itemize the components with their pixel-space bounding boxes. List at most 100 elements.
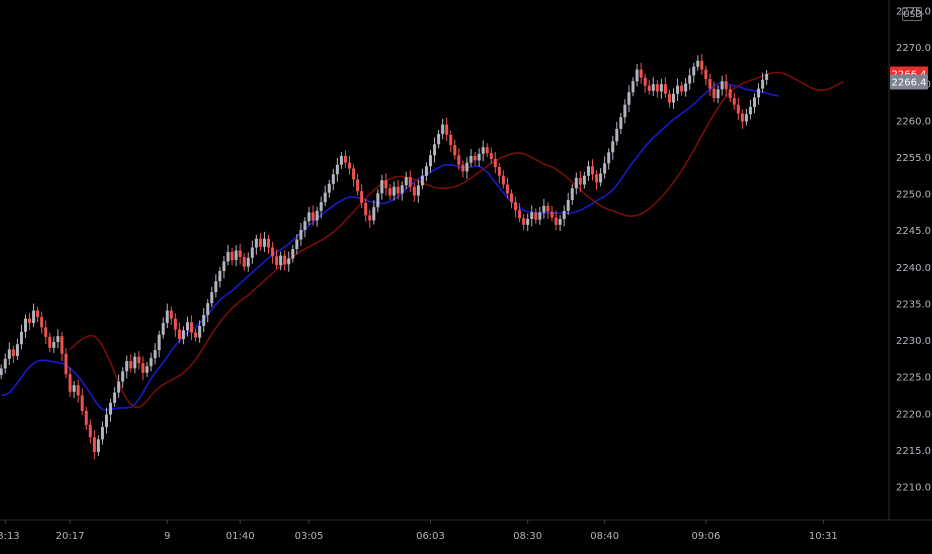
candle-up (72, 381, 76, 399)
candle-up (607, 148, 611, 170)
candle-up (161, 317, 165, 339)
candle-up (720, 75, 724, 96)
price-tick-label: 2225.0 (896, 373, 931, 384)
candle-down (364, 198, 368, 222)
candle-up (145, 362, 149, 377)
candle-up (3, 353, 7, 374)
candle-down (343, 150, 347, 168)
candle-up (295, 234, 299, 255)
candle-down (700, 53, 704, 75)
candle-down (724, 74, 728, 97)
candle-up (319, 196, 323, 219)
candle-down (60, 332, 64, 362)
candle-up (218, 266, 222, 288)
candle-down (190, 315, 194, 340)
candle-down (485, 143, 489, 158)
candle-up (109, 398, 113, 422)
candle-layer (0, 53, 769, 460)
price-tick-label: 2240.0 (896, 263, 931, 274)
candle-down (449, 130, 453, 153)
time-tick-label: 03:05 (295, 531, 324, 542)
candle-down (667, 89, 671, 108)
candle-down (680, 81, 684, 96)
currency-badge[interactable]: USD (902, 7, 922, 21)
price-tick-label: 2215.0 (896, 446, 931, 457)
candle-down (554, 210, 558, 230)
time-tick-label: 06:03 (416, 531, 445, 542)
candle-down (501, 170, 505, 189)
price-tags: 2266.42266.4 (890, 66, 928, 90)
candle-down (514, 196, 518, 218)
candle-up (672, 88, 675, 109)
candle-down (708, 73, 712, 96)
ma-slow-layer (1, 81, 779, 411)
candle-up (202, 307, 206, 333)
candle-up (562, 205, 566, 227)
candle-down (647, 80, 651, 95)
candle-down (352, 164, 356, 187)
candle-down (48, 332, 52, 352)
candle-down (129, 354, 133, 373)
candle-down (177, 322, 181, 344)
candle-up (250, 240, 254, 265)
candle-up (582, 171, 586, 189)
price-tick-label: 2245.0 (896, 226, 931, 237)
candle-up (15, 338, 19, 360)
candle-down (550, 206, 554, 222)
candle-up (279, 251, 283, 271)
candle-up (372, 200, 376, 225)
time-tick-label: 9 (164, 531, 170, 542)
candle-up (526, 213, 530, 232)
candle-up (226, 244, 230, 266)
price-tick-label: 2270.0 (896, 43, 931, 54)
candle-up (558, 214, 562, 232)
candle-down (643, 73, 647, 94)
candle-down (68, 367, 72, 397)
candle-down (44, 320, 48, 345)
candle-up (222, 255, 226, 279)
candle-up (420, 168, 424, 190)
candle-up (599, 168, 603, 187)
candle-down (663, 77, 667, 98)
time-axis[interactable]: 18:13 20:17 9 01:40 03:05 06:03 08:30 08:40 09:0… (0, 520, 838, 542)
candle-down (141, 356, 145, 381)
candle-up (400, 181, 404, 201)
candle-up (761, 72, 765, 93)
candle-down (92, 430, 96, 460)
candle-down (655, 80, 659, 98)
svg-text:2266.4: 2266.4 (892, 78, 927, 89)
candle-down (578, 171, 582, 192)
candle-up (538, 206, 542, 225)
candle-up (744, 108, 748, 126)
candle-up (429, 149, 432, 173)
price-tick-label: 2255.0 (896, 153, 931, 164)
candle-up (530, 205, 534, 227)
time-tick-label: 18:13 (0, 531, 20, 542)
candle-down (348, 155, 351, 175)
candle-down (639, 62, 643, 84)
candle-down (356, 173, 360, 196)
candle-up (323, 185, 327, 207)
candle-up (623, 99, 627, 124)
candle-up (465, 157, 469, 179)
candle-down (396, 179, 400, 200)
candle-down (493, 151, 497, 174)
time-tick-label: 08:30 (513, 531, 542, 542)
time-tick-label: 09:06 (691, 531, 720, 542)
candle-up (254, 234, 258, 255)
candle-up (206, 299, 210, 323)
candle-up (307, 206, 311, 226)
candle-down (595, 170, 599, 190)
candle-up (611, 135, 615, 160)
candle-down (522, 214, 526, 230)
candle-up (117, 374, 121, 398)
time-tick-label: 08:40 (590, 531, 619, 542)
candle-down (137, 351, 141, 370)
candle-down (412, 182, 416, 202)
candle-up (692, 62, 696, 83)
candle-down (169, 306, 173, 325)
candle-down (311, 205, 315, 226)
candle-up (335, 157, 339, 182)
